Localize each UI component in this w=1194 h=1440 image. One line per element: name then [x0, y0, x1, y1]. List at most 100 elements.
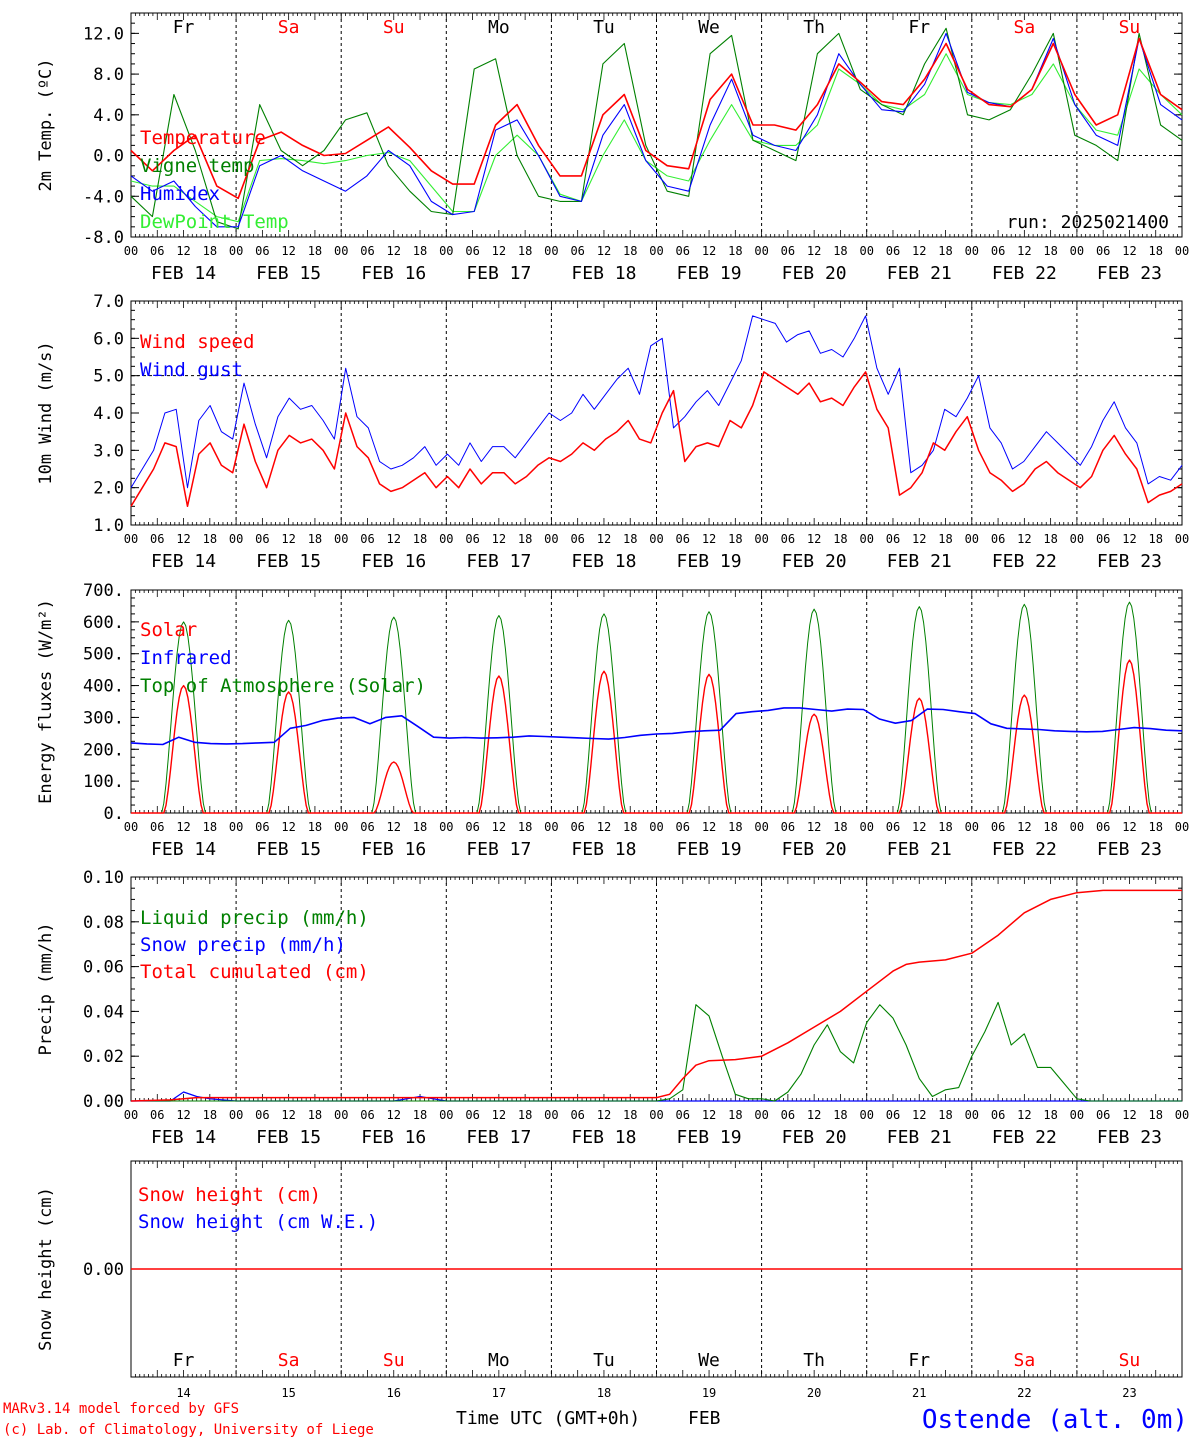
hour-tick-label: 18 — [623, 244, 637, 258]
hour-tick-label: 06 — [150, 244, 164, 258]
hour-tick-label: 18 — [1043, 244, 1057, 258]
date-label: FEB 16 — [361, 551, 426, 572]
day-number-label: 17 — [492, 1386, 506, 1400]
hour-tick-label: 18 — [518, 532, 532, 546]
y-tick-label: 6.0 — [93, 329, 124, 349]
day-number-label: 19 — [702, 1386, 716, 1400]
hour-tick-label: 12 — [387, 1108, 401, 1122]
legend-entry: Solar — [140, 619, 197, 641]
hour-tick-label: 12 — [176, 820, 190, 834]
hour-tick-label: 18 — [938, 1108, 952, 1122]
date-label: FEB 23 — [1097, 1127, 1162, 1148]
weekday-label: Mo — [488, 17, 510, 38]
hour-tick-label: 12 — [1017, 1108, 1031, 1122]
y-tick-label: 12.0 — [83, 24, 124, 44]
weekday-label: Sa — [278, 1350, 300, 1371]
date-label: FEB 17 — [466, 263, 531, 284]
hour-tick-label: 06 — [570, 820, 584, 834]
hour-tick-label: 18 — [938, 244, 952, 258]
hour-tick-label: 00 — [754, 244, 768, 258]
hour-tick-label: 00 — [439, 1108, 453, 1122]
hour-tick-label: 12 — [387, 532, 401, 546]
weekday-label: Su — [383, 17, 405, 38]
hour-tick-label: 12 — [387, 820, 401, 834]
hour-tick-label: 06 — [255, 820, 269, 834]
day-number-label: 21 — [912, 1386, 926, 1400]
hour-tick-label: 12 — [1017, 532, 1031, 546]
hour-tick-label: 18 — [413, 244, 427, 258]
hour-tick-label: 00 — [1175, 820, 1189, 834]
date-label: FEB 14 — [151, 263, 216, 284]
hour-tick-label: 12 — [492, 1108, 506, 1122]
hour-tick-label: 06 — [991, 1108, 1005, 1122]
hour-tick-label: 12 — [702, 1108, 716, 1122]
weekday-label: Tu — [593, 17, 615, 38]
hour-tick-label: 12 — [176, 532, 190, 546]
series-line — [130, 707, 1183, 746]
hour-tick-label: 12 — [492, 244, 506, 258]
hour-tick-label: 00 — [334, 820, 348, 834]
weekday-label: Fr — [908, 1350, 930, 1371]
hour-tick-label: 18 — [518, 1108, 532, 1122]
hour-tick-label: 00 — [544, 820, 558, 834]
hour-tick-label: 00 — [1070, 532, 1084, 546]
date-label: FEB 20 — [782, 1127, 847, 1148]
date-label: FEB 23 — [1097, 263, 1162, 284]
hour-tick-label: 18 — [623, 532, 637, 546]
hour-tick-label: 00 — [229, 820, 243, 834]
hour-tick-label: 00 — [1070, 1108, 1084, 1122]
run-label: run: 2025021400 — [1006, 212, 1169, 233]
hour-tick-label: 06 — [465, 1108, 479, 1122]
hour-tick-label: 12 — [1122, 1108, 1136, 1122]
hour-tick-label: 00 — [754, 532, 768, 546]
date-label: FEB 18 — [571, 551, 636, 572]
y-tick-label: 0.08 — [83, 913, 124, 933]
hour-tick-label: 00 — [544, 244, 558, 258]
hour-tick-label: 18 — [1043, 820, 1057, 834]
hour-tick-label: 18 — [728, 820, 742, 834]
hour-tick-label: 18 — [308, 532, 322, 546]
y-tick-label: -8.0 — [83, 228, 124, 248]
hour-tick-label: 12 — [597, 244, 611, 258]
plot-frame — [130, 12, 1183, 238]
hour-tick-label: 06 — [570, 532, 584, 546]
y-tick-label: 700. — [83, 581, 124, 601]
date-label: FEB 20 — [782, 839, 847, 860]
y-tick-label: 7.0 — [93, 292, 124, 312]
legend-entry: Infrared — [140, 647, 232, 669]
hour-tick-label: 00 — [544, 532, 558, 546]
hour-tick-label: 12 — [702, 244, 716, 258]
date-label: FEB 19 — [677, 551, 742, 572]
y-tick-label: 400. — [83, 677, 124, 697]
hour-tick-label: 00 — [859, 244, 873, 258]
hour-tick-label: 00 — [1175, 1108, 1189, 1122]
hour-tick-label: 18 — [728, 244, 742, 258]
footer-model: MARv3.14 model forced by GFS — [3, 1401, 239, 1417]
hour-tick-label: 06 — [360, 532, 374, 546]
hour-tick-label: 06 — [255, 1108, 269, 1122]
footer-credit: (c) Lab. of Climatology, University of L… — [3, 1422, 374, 1438]
plot-frame — [130, 300, 1183, 526]
y-tick-label: 0.00 — [83, 1092, 124, 1112]
hour-tick-label: 12 — [281, 1108, 295, 1122]
date-label: FEB 23 — [1097, 839, 1162, 860]
date-label: FEB 15 — [256, 1127, 321, 1148]
date-label: FEB 16 — [361, 839, 426, 860]
y-tick-label: 5.0 — [93, 367, 124, 387]
hour-tick-label: 12 — [1122, 532, 1136, 546]
hour-tick-label: 06 — [886, 820, 900, 834]
hour-tick-label: 12 — [492, 532, 506, 546]
date-label: FEB 14 — [151, 1127, 216, 1148]
hour-tick-label: 12 — [176, 244, 190, 258]
date-label: FEB 18 — [571, 839, 636, 860]
hour-tick-label: 12 — [807, 820, 821, 834]
hour-tick-label: 18 — [728, 532, 742, 546]
hour-tick-label: 06 — [150, 820, 164, 834]
hour-tick-label: 18 — [938, 532, 952, 546]
weekday-label: Th — [803, 1350, 825, 1371]
hour-tick-label: 12 — [492, 820, 506, 834]
legend-entry: Wind speed — [140, 331, 254, 353]
series-line — [131, 1001, 1182, 1102]
hour-tick-label: 18 — [308, 244, 322, 258]
